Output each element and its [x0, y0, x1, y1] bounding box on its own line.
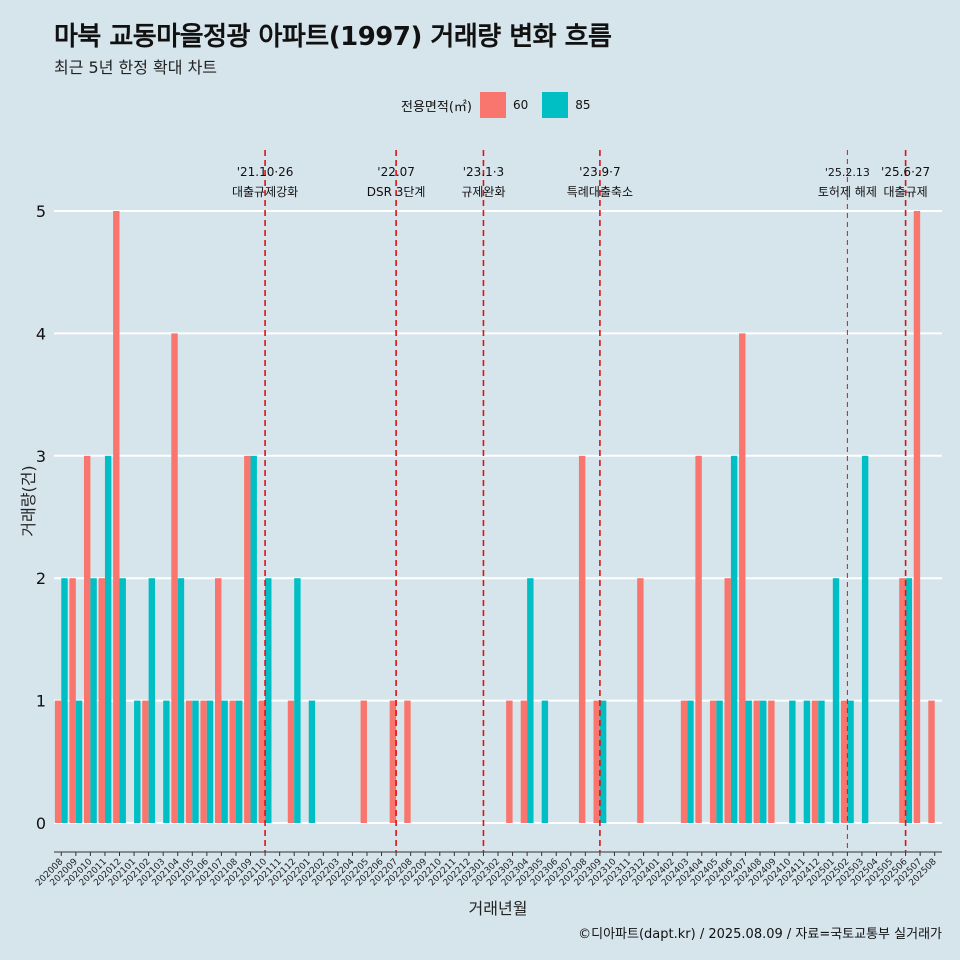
event-name-label: 규제완화: [461, 185, 505, 199]
bar-85-202411: [803, 700, 811, 823]
bar-60-202403: [680, 700, 688, 823]
bar-85-202112: [294, 578, 301, 823]
bar-85-202412: [818, 700, 825, 823]
bar-85-202009: [75, 700, 83, 823]
bar-85-202403: [687, 700, 694, 823]
bar-60-202106: [200, 700, 207, 823]
bar-85-202012: [119, 578, 126, 823]
bar-60-202110: [258, 700, 266, 823]
bar-85-202304: [527, 578, 534, 823]
bar-85-202108: [235, 700, 243, 823]
bar-85-202410: [789, 700, 796, 823]
bar-60-202506: [899, 578, 906, 823]
event-name-label: 토허제 해제: [818, 185, 877, 199]
bar-85-202405: [716, 700, 723, 823]
chart-title: 마북 교동마을정광 아파트(1997) 거래량 변화 흐름: [54, 22, 612, 52]
bar-85-202008: [61, 578, 68, 823]
event-name-label: 대출규제: [884, 185, 928, 199]
event-date-label: '21.10·26: [237, 165, 294, 179]
bar-60-202109: [244, 455, 251, 823]
event-name-label: DSR 3단계: [367, 185, 426, 199]
bar-85-202407: [745, 700, 752, 823]
bar-60-202406: [724, 578, 731, 823]
bar-85-202105: [192, 700, 199, 823]
bar-85-202106: [206, 700, 214, 823]
bar-60-202308: [578, 455, 586, 823]
bar-60-202309: [593, 700, 600, 823]
legend-title: 전용면적(㎡): [401, 99, 472, 115]
bar-60-202408: [753, 700, 761, 823]
bar-60-202507: [913, 211, 921, 823]
bar-60-202107: [215, 578, 222, 823]
x-axis-title: 거래년월: [469, 899, 528, 918]
bar-60-202104: [171, 333, 178, 823]
bar-60-202208: [404, 700, 411, 823]
bar-60-202508: [928, 700, 935, 823]
bar-85-202309: [599, 700, 607, 823]
bar-60-202502: [840, 700, 848, 823]
bar-85-202103: [163, 700, 170, 823]
y-axis-title: 거래량(건): [19, 465, 38, 536]
legend: 전용면적(㎡) 60 85: [401, 92, 605, 118]
bar-60-202303: [506, 700, 513, 823]
legend-key-60: [479, 92, 506, 118]
event-date-label: '23.1·3: [463, 165, 504, 179]
y-tick-label: 1: [36, 692, 46, 711]
bar-85-202408: [760, 700, 767, 823]
bar-85-202501: [832, 578, 840, 823]
bar-60-202011: [98, 578, 105, 823]
bar-85-202109: [250, 455, 257, 823]
bar-60-202412: [811, 700, 819, 823]
y-tick-label: 2: [36, 569, 46, 588]
bar-85-202506: [905, 578, 913, 823]
bar-60-202404: [695, 455, 702, 823]
bar-60-202409: [768, 700, 775, 823]
bar-60-202105: [185, 700, 193, 823]
event-date-label: '25.2.13: [825, 166, 870, 179]
event-date-label: '23.9·7: [579, 165, 620, 179]
y-tick-label: 3: [36, 447, 46, 466]
bar-60-202304: [520, 700, 528, 823]
bar-60-202102: [142, 700, 149, 823]
y-tick-label: 4: [36, 324, 46, 343]
legend-label-60: 60: [512, 98, 529, 112]
event-name-label: 대출규제강화: [232, 185, 298, 199]
bar-60-202108: [229, 700, 236, 823]
y-tick-label: 5: [36, 202, 46, 221]
bar-85-202101: [134, 700, 141, 823]
bar-60-202010: [83, 455, 91, 823]
bar-60-202205: [360, 700, 367, 823]
legend-label-85: 85: [575, 98, 591, 112]
bar-85-202201: [308, 700, 316, 823]
bar-85-202102: [148, 578, 156, 823]
chart-subtitle: 최근 5년 한정 확대 차트: [54, 58, 218, 77]
bar-85-202104: [177, 578, 185, 823]
bar-85-202011: [104, 455, 112, 823]
bar-60-202207: [389, 700, 397, 823]
bar-60-202012: [113, 211, 120, 823]
bar-85-202107: [221, 700, 228, 823]
bar-85-202406: [730, 455, 738, 823]
legend-key-85: [542, 92, 569, 118]
bar-60-202009: [69, 578, 76, 823]
bar-85-202503: [861, 455, 869, 823]
bar-85-202502: [847, 700, 854, 823]
event-date-label: '25.6·27: [881, 165, 930, 179]
bar-60-202405: [709, 700, 717, 823]
bar-85-202110: [265, 578, 272, 823]
bar-85-202305: [541, 700, 549, 823]
bar-60-202008: [54, 700, 62, 823]
event-date-label: '22.07: [377, 165, 415, 179]
bar-60-202407: [739, 333, 746, 823]
source-caption: ©디아파트(dapt.kr) / 2025.08.09 / 자료=국토교통부 실…: [578, 927, 942, 942]
y-tick-label: 0: [36, 814, 46, 833]
bar-60-202112: [287, 700, 295, 823]
event-name-label: 특례대출축소: [567, 185, 633, 199]
bar-60-202312: [637, 578, 644, 823]
bar-85-202010: [90, 578, 97, 823]
